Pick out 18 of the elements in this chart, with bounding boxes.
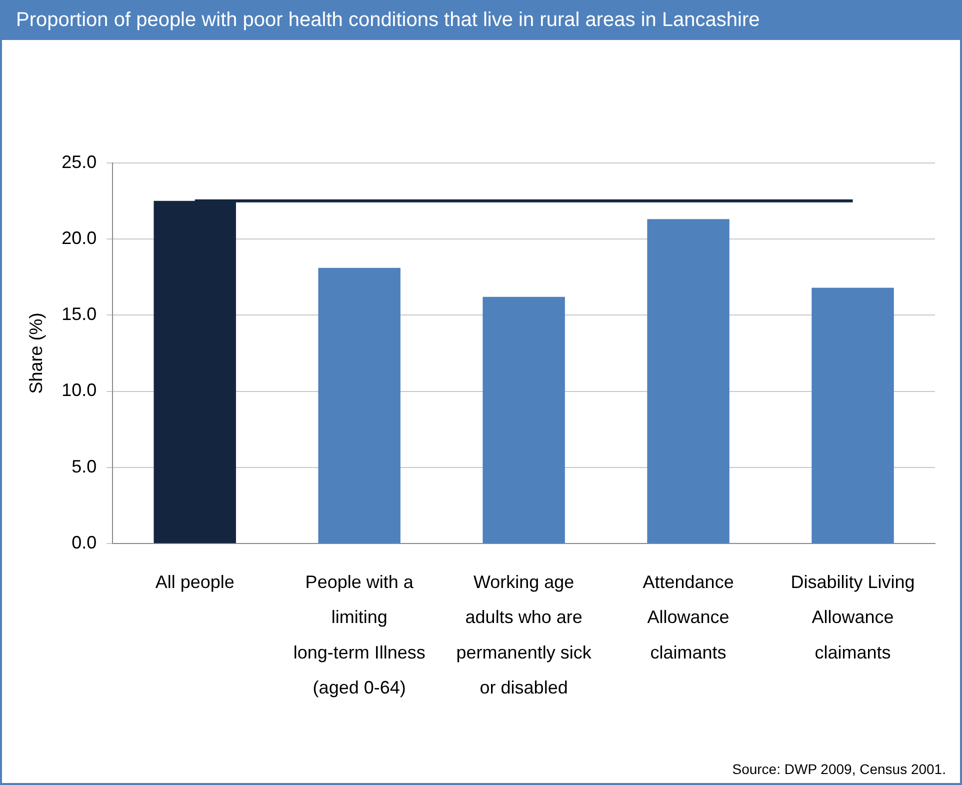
bar — [812, 288, 894, 544]
y-tick-label: 5.0 — [72, 456, 97, 476]
y-tick-label: 15.0 — [62, 304, 97, 324]
bar — [482, 296, 565, 544]
source-note: Source: DWP 2009, Census 2001. — [732, 761, 946, 777]
y-tick-label: 20.0 — [62, 228, 97, 248]
x-tick-label: All people — [155, 572, 234, 592]
bar — [318, 268, 400, 544]
x-tick-label: Working age adults who are permanently sick or disabled — [456, 572, 592, 698]
y-tick-label: 10.0 — [62, 380, 97, 400]
y-tick-label: 0.0 — [72, 532, 97, 553]
x-tick-label: Attendance Allowance claimants — [642, 572, 734, 662]
bar — [647, 219, 730, 544]
y-axis-title: Share (%) — [26, 312, 46, 394]
x-tick-label: Disability Living Allowance claimants — [790, 572, 915, 662]
chart-title: Proportion of people with poor health conditions that live in rural areas in Lancashire — [2, 2, 960, 40]
y-tick-label: 25.0 — [62, 152, 97, 172]
x-tick-label: People with a limiting long-term Illness (aged 0-64) — [293, 572, 426, 698]
